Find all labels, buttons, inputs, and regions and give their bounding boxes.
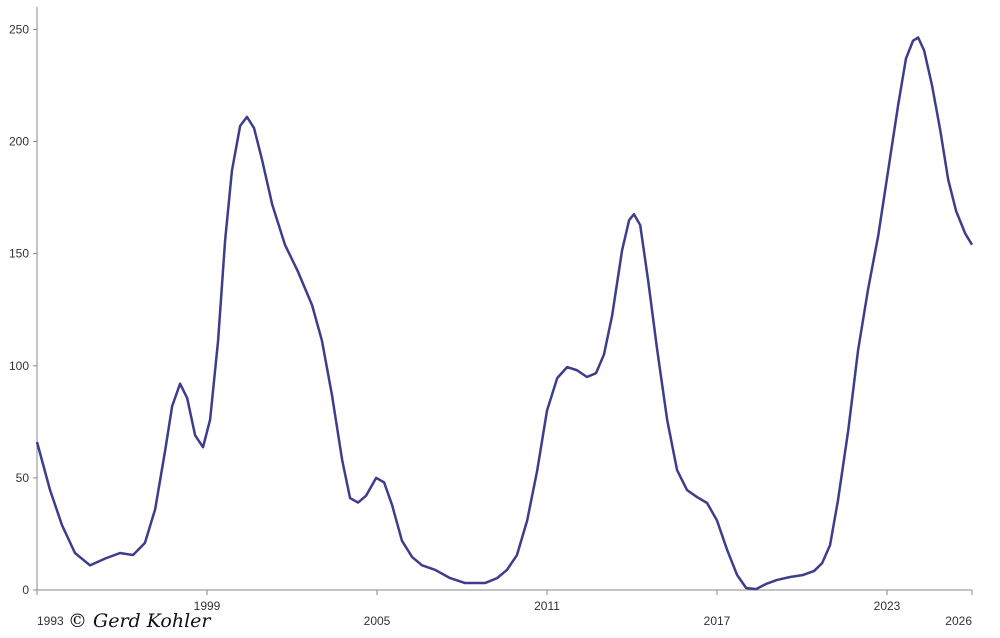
- annotation: © Gerd Kohler: [68, 610, 212, 632]
- line: [35, 36, 974, 591]
- x-tick-label: 1993: [37, 614, 64, 628]
- y-tick-label: 100: [9, 359, 29, 373]
- x-tick-label: 2011: [534, 599, 560, 613]
- y-tick-label: 150: [9, 247, 29, 261]
- y-tick-label: 0: [22, 583, 29, 597]
- x-tick-label: 2023: [874, 599, 901, 613]
- y-tick-label: 50: [16, 471, 30, 485]
- x-tick-label: 1999: [194, 599, 221, 613]
- y-tick-label: 250: [9, 22, 29, 36]
- x-tick-label: 2005: [364, 614, 391, 628]
- x-tick-label: 2017: [704, 614, 731, 628]
- y-tick-label: 200: [9, 135, 29, 149]
- x-tick-label: 2026: [945, 614, 972, 628]
